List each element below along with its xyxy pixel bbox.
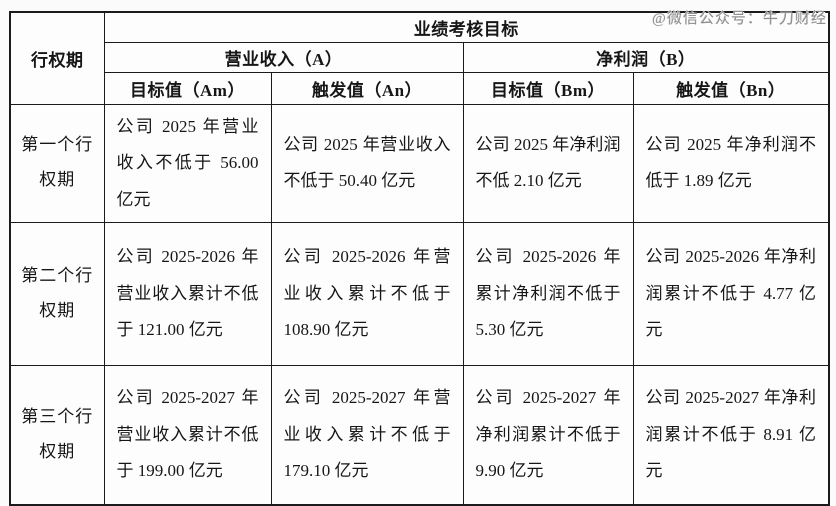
header-row-top: 行权期 业绩考核目标 (9, 11, 830, 105)
revenue-trigger-cell: 公司 2025-2027 年营业收入累计不低于 179.10 亿元 (270, 365, 464, 506)
col-header-target-bm: 目标值（Bm） (462, 71, 634, 105)
table-row-period-2: 第二个行权期 公司 2025-2026 年营业收入累计不低于 121.00 亿元… (9, 222, 830, 367)
revenue-trigger-cell: 公司 2025-2026 年营业收入累计不低于 108.90 亿元 (270, 222, 464, 367)
profit-trigger-cell: 公司 2025 年净利润不低于 1.89 亿元 (632, 103, 830, 224)
revenue-target-cell: 公司 2025 年营业收入不低于 56.00 亿元 (103, 103, 272, 224)
wechat-watermark: @微信公众号：牛刀财经 (652, 11, 827, 27)
header-row-groups: 营业收入（A） 净利润（B） (10, 41, 830, 73)
col-header-trigger-bn: 触发值（Bn） (632, 71, 830, 105)
period-label: 第三个行权期 (9, 365, 105, 506)
profit-trigger-cell: 公司 2025-2026 年净利润累计不低于 4.77 亿元 (632, 222, 830, 367)
period-label: 第二个行权期 (9, 222, 105, 367)
group-header-revenue: 营业收入（A） (103, 41, 464, 73)
period-label: 第一个行权期 (9, 103, 105, 224)
top-header-performance-targets: 业绩考核目标 (103, 11, 830, 43)
profit-target-cell: 公司 2025-2027 年净利润累计不低于 9.90 亿元 (462, 365, 634, 506)
revenue-trigger-cell: 公司 2025 年营业收入不低于 50.40 亿元 (270, 103, 464, 224)
profit-target-cell: 公司 2025-2026 年累计净利润不低于 5.30 亿元 (462, 222, 634, 367)
revenue-target-cell: 公司 2025-2027 年营业收入累计不低于 199.00 亿元 (103, 365, 272, 506)
performance-target-table: 行权期 业绩考核目标 营业收入（A） 净利润（B） 目标值（Am） 触发值（An… (9, 11, 830, 506)
corner-header-exercise-period: 行权期 (9, 11, 105, 105)
col-header-trigger-an: 触发值（An） (270, 71, 464, 105)
col-header-target-am: 目标值（Am） (103, 71, 272, 105)
group-header-net-profit: 净利润（B） (462, 41, 830, 73)
profit-trigger-cell: 公司 2025-2027 年净利润累计不低于 8.91 亿元 (632, 365, 830, 506)
table-row-period-3: 第三个行权期 公司 2025-2027 年营业收入累计不低于 199.00 亿元… (9, 365, 830, 506)
table-row-period-1: 第一个行权期 公司 2025 年营业收入不低于 56.00 亿元 公司 2025… (9, 103, 830, 224)
profit-target-cell: 公司 2025 年净利润不低 2.10 亿元 (462, 103, 634, 224)
revenue-target-cell: 公司 2025-2026 年营业收入累计不低于 121.00 亿元 (103, 222, 272, 367)
header-row-columns: 目标值（Am） 触发值（An） 目标值（Bm） 触发值（Bn） (10, 71, 830, 105)
performance-target-table-container: 行权期 业绩考核目标 营业收入（A） 净利润（B） 目标值（Am） 触发值（An… (9, 11, 830, 506)
